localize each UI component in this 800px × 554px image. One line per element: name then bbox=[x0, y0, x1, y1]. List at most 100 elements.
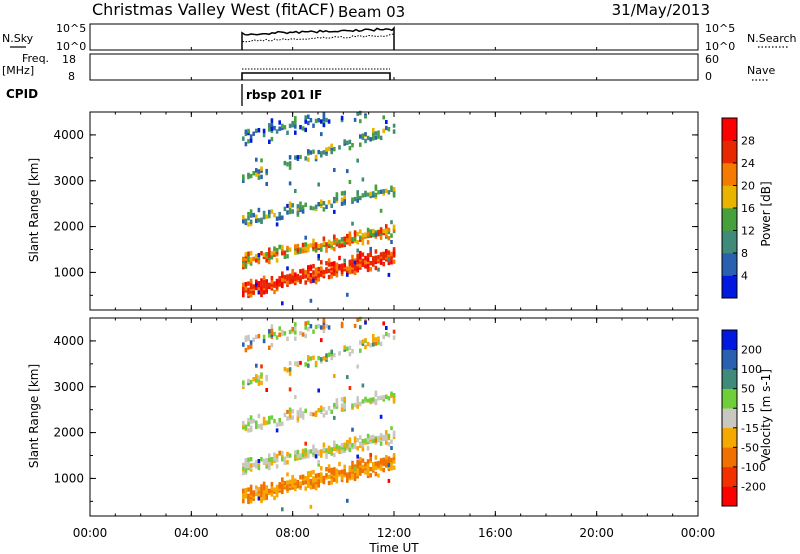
power-cell bbox=[286, 245, 289, 251]
velocity-cell bbox=[340, 407, 344, 412]
power-cell bbox=[320, 199, 323, 204]
power-cell bbox=[333, 261, 336, 266]
velocity-panel: 1000 2000 3000 4000 Slant Range [km] bbox=[27, 316, 699, 517]
power-cell bbox=[327, 200, 331, 205]
power-cell bbox=[299, 269, 302, 274]
velocity-cell bbox=[270, 324, 274, 329]
power-cell bbox=[283, 160, 287, 166]
power-cell bbox=[312, 264, 315, 269]
nsky-series bbox=[241, 25, 395, 50]
nsky-right-tick-top: 10^5 bbox=[705, 22, 735, 35]
power-cell bbox=[270, 251, 274, 256]
velocity-cell bbox=[286, 472, 289, 477]
power-cell bbox=[392, 187, 396, 192]
power-cell bbox=[361, 177, 365, 182]
velocity-cell bbox=[377, 396, 380, 401]
velocity-cell bbox=[273, 487, 276, 492]
velocity-cell bbox=[340, 443, 344, 448]
velocity-cell bbox=[260, 457, 263, 462]
freq-panel: Freq. [MHz] 18 8 60 0 Nave bbox=[2, 52, 775, 83]
power-cell bbox=[244, 252, 248, 257]
velocity-cell bbox=[333, 415, 336, 420]
power-cell bbox=[270, 136, 274, 142]
power-cell bbox=[385, 228, 388, 233]
velocity-cell bbox=[296, 453, 300, 459]
velocity-cell bbox=[268, 465, 271, 471]
velocity-cell bbox=[314, 454, 318, 459]
power-cell bbox=[322, 240, 326, 246]
velocity-cell bbox=[382, 457, 385, 462]
power-cell bbox=[330, 143, 333, 148]
velocity-ytick-label: 4000 bbox=[53, 334, 84, 348]
velocity-cell bbox=[257, 493, 261, 498]
power-cell bbox=[366, 231, 370, 237]
velocity-cell bbox=[257, 487, 261, 492]
velocity-cell bbox=[307, 479, 310, 484]
power-cell bbox=[343, 190, 346, 196]
velocity-cell bbox=[353, 323, 357, 328]
velocity-cell bbox=[364, 396, 367, 402]
power-cell bbox=[366, 192, 370, 197]
velocity-cell bbox=[338, 470, 341, 475]
colorbar-swatch bbox=[722, 185, 737, 209]
power-cell bbox=[390, 220, 393, 225]
velocity-cell bbox=[288, 407, 292, 412]
power-cell bbox=[330, 241, 333, 246]
power-cell bbox=[288, 165, 292, 170]
velocity-ytick-label: 2000 bbox=[53, 426, 84, 440]
power-cell bbox=[265, 283, 268, 288]
velocity-cell bbox=[296, 416, 300, 421]
power-cell bbox=[252, 284, 255, 289]
velocity-cell bbox=[330, 447, 333, 452]
velocity-cell bbox=[366, 463, 370, 468]
velocity-colorbar-tick: -50 bbox=[741, 441, 759, 454]
velocity-cell bbox=[312, 470, 315, 475]
velocity-cell bbox=[262, 481, 266, 486]
power-cell bbox=[379, 235, 383, 240]
power-cell bbox=[288, 201, 292, 206]
velocity-cell bbox=[286, 460, 289, 465]
velocity-cell bbox=[322, 407, 326, 412]
power-cell bbox=[296, 243, 300, 249]
power-cell bbox=[385, 224, 388, 229]
power-cell bbox=[260, 158, 263, 163]
power-cell bbox=[312, 270, 315, 275]
velocity-cell bbox=[288, 367, 292, 372]
velocity-cell bbox=[247, 345, 250, 350]
power-colorbar-label: Power [dB] bbox=[759, 181, 773, 246]
velocity-cell bbox=[364, 470, 367, 475]
freq-unit-label: [MHz] bbox=[2, 64, 34, 77]
power-cell bbox=[382, 128, 385, 134]
velocity-cell bbox=[304, 452, 307, 457]
velocity-cell bbox=[369, 466, 372, 472]
power-cell bbox=[382, 261, 385, 267]
velocity-cell bbox=[322, 446, 326, 452]
power-cell bbox=[262, 283, 266, 289]
power-cell bbox=[351, 237, 354, 242]
power-cell bbox=[288, 181, 292, 186]
time-tick-label: 12:00 bbox=[377, 526, 412, 540]
power-cell bbox=[301, 268, 305, 273]
velocity-cell bbox=[361, 438, 365, 444]
velocity-cell bbox=[335, 402, 339, 407]
power-cell bbox=[257, 255, 261, 261]
velocity-cell bbox=[330, 355, 333, 361]
velocity-cell bbox=[351, 465, 354, 470]
time-tick-label: 16:00 bbox=[478, 526, 513, 540]
power-cell bbox=[379, 260, 383, 265]
power-cell bbox=[379, 252, 383, 257]
velocity-cell bbox=[283, 480, 287, 486]
power-cell bbox=[294, 155, 297, 160]
velocity-cell bbox=[327, 445, 331, 450]
velocity-cell bbox=[296, 410, 300, 415]
velocity-cell bbox=[312, 484, 315, 489]
power-cell bbox=[252, 212, 255, 218]
velocity-cell bbox=[262, 334, 266, 340]
power-cell bbox=[356, 248, 359, 253]
velocity-cell bbox=[379, 395, 383, 400]
beam-label: Beam 03 bbox=[338, 3, 405, 21]
velocity-cell bbox=[348, 351, 352, 357]
velocity-cell bbox=[247, 463, 250, 469]
velocity-cell bbox=[268, 345, 271, 350]
power-cell bbox=[338, 243, 341, 249]
